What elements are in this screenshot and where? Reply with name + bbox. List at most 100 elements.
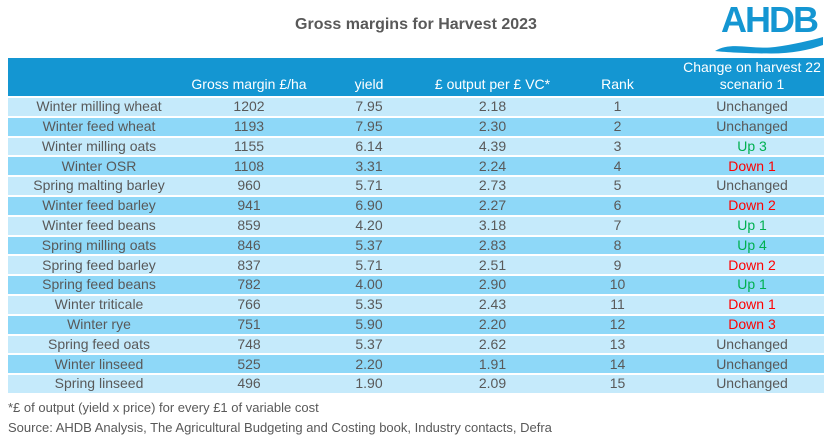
page-title: Gross margins for Harvest 2023 xyxy=(295,16,537,33)
cell-gross-margin: 782 xyxy=(190,276,308,296)
cell-yield: 5.37 xyxy=(308,335,430,356)
table-row: Winter feed beans 859 4.20 3.18 7 Up 1 xyxy=(8,216,824,237)
cell-gross-margin: 846 xyxy=(190,236,308,257)
cell-rank: 11 xyxy=(555,295,680,316)
cell-output-per-vc: 2.83 xyxy=(430,236,555,257)
cell-rank: 13 xyxy=(555,335,680,356)
cell-yield: 7.95 xyxy=(308,98,430,118)
cell-output-per-vc: 2.90 xyxy=(430,276,555,296)
cell-yield: 5.37 xyxy=(308,236,430,257)
table-row: Spring linseed 496 1.90 2.09 15 Unchanged xyxy=(8,375,824,395)
cell-yield: 7.95 xyxy=(308,117,430,138)
cell-output-per-vc: 2.62 xyxy=(430,335,555,356)
cell-change: Down 2 xyxy=(680,256,824,277)
cell-change: Unchanged xyxy=(680,98,824,118)
cell-change: Up 1 xyxy=(680,276,824,296)
cell-output-per-vc: 2.18 xyxy=(430,98,555,118)
footnote-asterisk: *£ of output (yield x price) for every £… xyxy=(8,399,319,415)
cell-gross-margin: 1202 xyxy=(190,98,308,118)
cell-yield: 5.35 xyxy=(308,295,430,316)
table-row: Winter feed wheat 1193 7.95 2.30 2 Unchanged xyxy=(8,117,824,138)
ahdb-logo: AHDB xyxy=(714,0,824,54)
cell-output-per-vc: 2.43 xyxy=(430,295,555,316)
cell-change: Down 1 xyxy=(680,295,824,316)
cell-crop: Winter OSR xyxy=(8,157,190,178)
cell-gross-margin: 1108 xyxy=(190,157,308,178)
cell-change: Unchanged xyxy=(680,335,824,356)
cell-yield: 2.20 xyxy=(308,355,430,376)
cell-gross-margin: 1155 xyxy=(190,137,308,158)
cell-crop: Spring milling oats xyxy=(8,236,190,257)
cell-rank: 5 xyxy=(555,177,680,197)
cell-crop: Spring malting barley xyxy=(8,177,190,197)
cell-crop: Spring feed barley xyxy=(8,256,190,277)
cell-yield: 3.31 xyxy=(308,157,430,178)
cell-gross-margin: 859 xyxy=(190,216,308,237)
cell-gross-margin: 960 xyxy=(190,177,308,197)
cell-gross-margin: 751 xyxy=(190,315,308,336)
table-row: Spring feed beans 782 4.00 2.90 10 Up 1 xyxy=(8,276,824,296)
header-output-per-vc: £ output per £ VC* xyxy=(430,58,555,98)
cell-output-per-vc: 2.51 xyxy=(430,256,555,277)
header-change-line2: scenario 1 xyxy=(719,76,785,92)
cell-crop: Winter milling wheat xyxy=(8,98,190,118)
cell-output-per-vc: 3.18 xyxy=(430,216,555,237)
cell-crop: Winter triticale xyxy=(8,295,190,316)
cell-rank: 6 xyxy=(555,196,680,217)
table-row: Winter linseed 525 2.20 1.91 14 Unchanged xyxy=(8,355,824,376)
cell-rank: 8 xyxy=(555,236,680,257)
cell-change: Up 3 xyxy=(680,137,824,158)
cell-gross-margin: 837 xyxy=(190,256,308,277)
header-rank: Rank xyxy=(555,58,680,98)
cell-gross-margin: 748 xyxy=(190,335,308,356)
cell-change: Down 1 xyxy=(680,157,824,178)
cell-rank: 9 xyxy=(555,256,680,277)
cell-output-per-vc: 2.20 xyxy=(430,315,555,336)
cell-rank: 12 xyxy=(555,315,680,336)
table-row: Winter triticale 766 5.35 2.43 11 Down 1 xyxy=(8,295,824,316)
cell-rank: 1 xyxy=(555,98,680,118)
cell-rank: 7 xyxy=(555,216,680,237)
cell-gross-margin: 766 xyxy=(190,295,308,316)
cell-crop: Winter rye xyxy=(8,315,190,336)
ahdb-wave-icon xyxy=(715,37,823,54)
cell-gross-margin: 496 xyxy=(190,375,308,395)
cell-rank: 4 xyxy=(555,157,680,178)
cell-rank: 2 xyxy=(555,117,680,138)
header-yield: yield xyxy=(308,58,430,98)
header-change-line1: Change on harvest 22 xyxy=(683,59,821,75)
cell-crop: Winter feed beans xyxy=(8,216,190,237)
cell-output-per-vc: 2.24 xyxy=(430,157,555,178)
table-row: Spring malting barley 960 5.71 2.73 5 Unchang… xyxy=(8,177,824,197)
cell-gross-margin: 941 xyxy=(190,196,308,217)
table-row: Winter milling oats 1155 6.14 4.39 3 Up 3 xyxy=(8,137,824,158)
cell-yield: 4.20 xyxy=(308,216,430,237)
header-change: Change on harvest 22 scenario 1 xyxy=(680,58,824,98)
footnote-source: Source: AHDB Analysis, The Agricultural … xyxy=(8,419,552,435)
table-row: Winter milling wheat 1202 7.95 2.18 1 Unchang… xyxy=(8,98,824,118)
ahdb-logo-text: AHDB xyxy=(721,0,819,40)
table-row: Winter feed barley 941 6.90 2.27 6 Down 2 xyxy=(8,196,824,217)
header-gross-margin: Gross margin £/ha xyxy=(190,58,308,98)
cell-crop: Winter milling oats xyxy=(8,137,190,158)
page-header: Gross margins for Harvest 2023 AHDB xyxy=(0,0,832,58)
cell-yield: 5.71 xyxy=(308,256,430,277)
cell-rank: 14 xyxy=(555,355,680,376)
cell-crop: Spring feed oats xyxy=(8,335,190,356)
cell-output-per-vc: 1.91 xyxy=(430,355,555,376)
cell-output-per-vc: 4.39 xyxy=(430,137,555,158)
cell-change: Up 1 xyxy=(680,216,824,237)
cell-change: Unchanged xyxy=(680,177,824,197)
cell-output-per-vc: 2.73 xyxy=(430,177,555,197)
cell-gross-margin: 525 xyxy=(190,355,308,376)
cell-change: Unchanged xyxy=(680,355,824,376)
table-body: Winter milling wheat 1202 7.95 2.18 1 Unchang… xyxy=(8,98,824,395)
cell-gross-margin: 1193 xyxy=(190,117,308,138)
cell-yield: 6.90 xyxy=(308,196,430,217)
table-row: Winter OSR 1108 3.31 2.24 4 Down 1 xyxy=(8,157,824,178)
header-crop xyxy=(8,58,190,98)
table-header-row: Gross margin £/ha yield £ output per £ V… xyxy=(8,58,824,98)
footnotes: *£ of output (yield x price) for every £… xyxy=(8,398,832,438)
cell-crop: Spring feed beans xyxy=(8,276,190,296)
cell-change: Down 2 xyxy=(680,196,824,217)
